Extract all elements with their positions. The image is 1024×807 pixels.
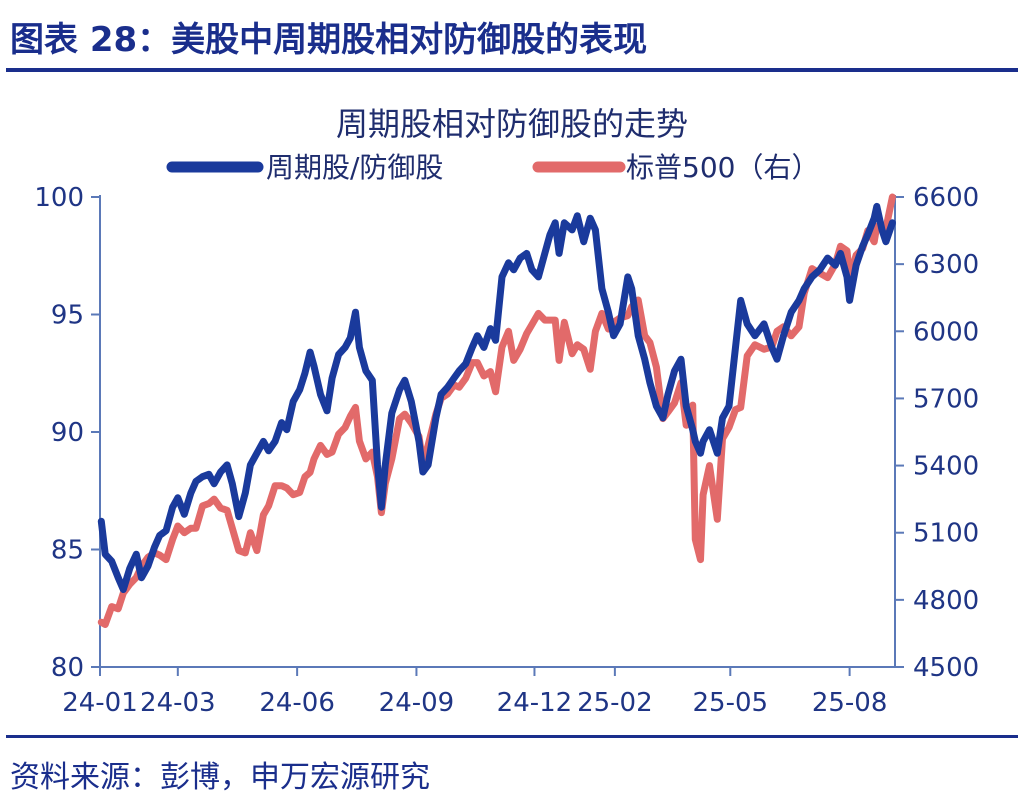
series-line-cyclical-vs-defensive <box>97 202 896 593</box>
right-tick-label: 6600 <box>913 183 979 213</box>
source-note: 资料来源：彭博，申万宏源研究 <box>10 760 430 795</box>
legend-label-cyclical: 周期股/防御股 <box>266 151 443 184</box>
right-tick-label: 6300 <box>913 250 979 280</box>
left-tick-label: 80 <box>51 653 84 683</box>
left-tick-label: 90 <box>51 418 84 448</box>
right-tick-label: 4800 <box>913 586 979 616</box>
chart-title: 周期股相对防御股的走势 <box>336 105 688 143</box>
figure-title: 图表 28：美股中周期股相对防御股的表现 <box>10 20 648 60</box>
x-tick-label: 25-08 <box>812 688 888 718</box>
right-tick-label: 5700 <box>913 384 979 414</box>
legend: 周期股/防御股 标普500（右） <box>166 151 819 184</box>
series-line-sp500 <box>97 193 896 628</box>
right-tick-label: 4500 <box>913 653 979 683</box>
legend-label-sp500: 标普500（右） <box>626 151 819 184</box>
series-layer <box>97 193 896 628</box>
left-tick-label: 85 <box>51 536 84 566</box>
x-tick-label: 24-06 <box>259 688 335 718</box>
x-tick-label: 24-03 <box>140 688 216 718</box>
x-tick-label: 24-09 <box>379 688 455 718</box>
top-rule <box>6 68 1018 72</box>
right-tick-label: 5400 <box>913 452 979 482</box>
axes: 100 95 90 85 80 6600 6300 6000 5700 5400 5100 4800 4… <box>34 183 979 718</box>
left-tick-label: 100 <box>34 183 84 213</box>
x-tick-label: 24-12 <box>497 688 573 718</box>
x-tick-label: 25-02 <box>577 688 653 718</box>
right-tick-label: 5100 <box>913 519 979 549</box>
right-tick-label: 6000 <box>913 317 979 347</box>
bottom-rule <box>6 735 1018 738</box>
left-tick-label: 95 <box>51 301 84 331</box>
chart: 周期股相对防御股的走势 周期股/防御股 标普500（右） 100 95 90 85 80… <box>34 105 979 718</box>
x-tick-label: 25-05 <box>693 688 769 718</box>
x-tick-label: 24-01 <box>62 688 138 718</box>
